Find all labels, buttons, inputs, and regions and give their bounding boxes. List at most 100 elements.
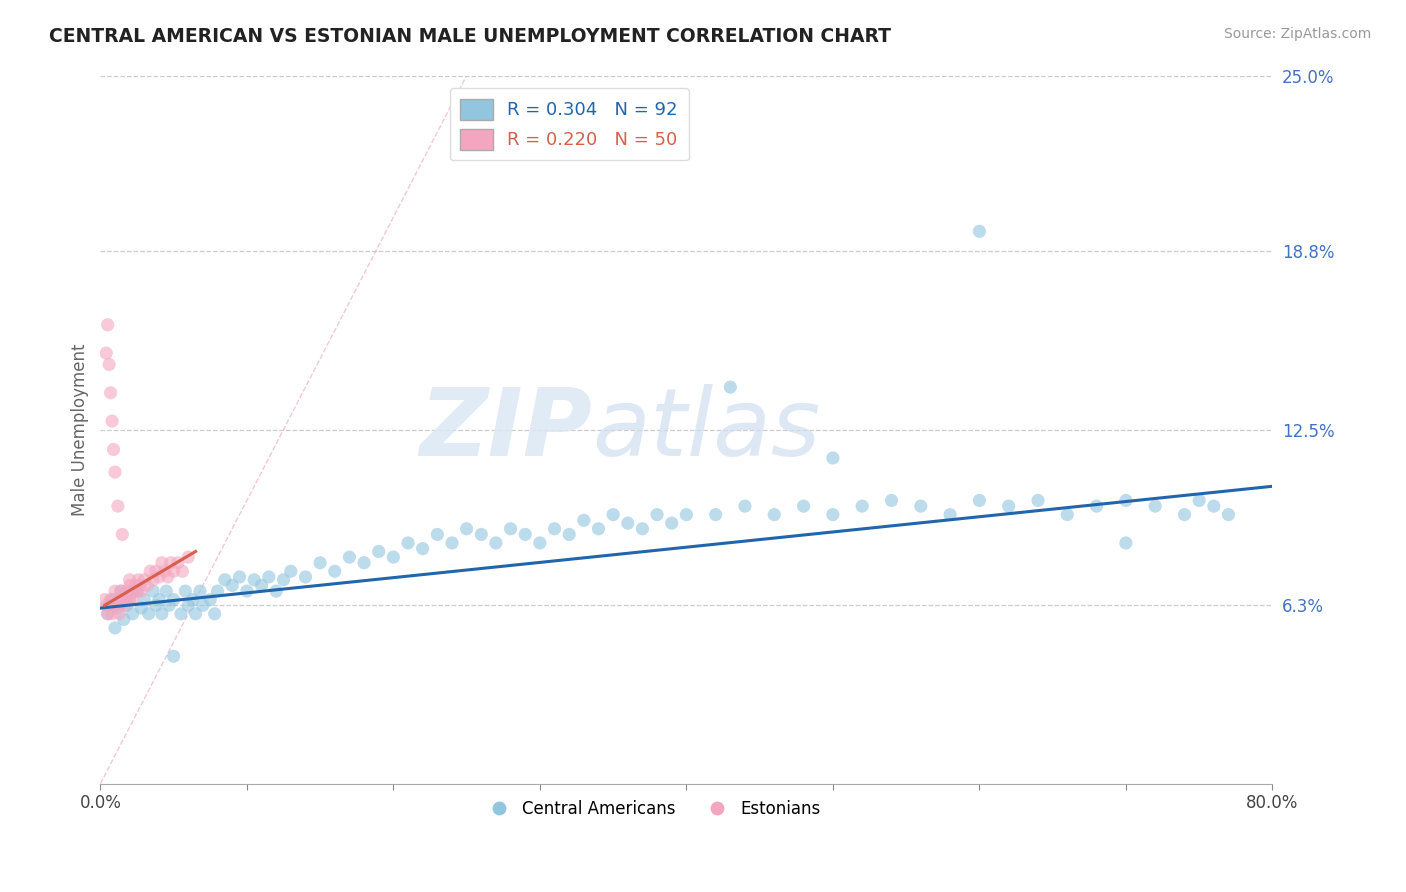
Point [118, 592, 141, 607]
Text: atlas: atlas [592, 384, 821, 475]
Point [122, 584, 145, 599]
Point [214, 573, 236, 587]
Point [177, 599, 200, 613]
Point [108, 607, 131, 621]
Point [104, 621, 127, 635]
Point [250, 578, 273, 592]
Point [127, 573, 149, 587]
Point [156, 570, 179, 584]
Point [129, 578, 152, 592]
Point [145, 599, 167, 613]
Point [1115, 493, 1137, 508]
Point [440, 536, 463, 550]
Point [139, 564, 162, 578]
Point [515, 527, 537, 541]
Point [115, 599, 138, 613]
Point [97, 607, 120, 621]
Point [162, 564, 184, 578]
Point [103, 599, 125, 613]
Point [148, 570, 170, 584]
Point [188, 584, 211, 599]
Point [880, 493, 903, 508]
Point [1188, 493, 1211, 508]
Point [412, 541, 434, 556]
Point [939, 508, 962, 522]
Text: Source: ZipAtlas.com: Source: ZipAtlas.com [1223, 27, 1371, 41]
Point [142, 584, 165, 599]
Point [661, 516, 683, 530]
Point [221, 578, 243, 592]
Point [118, 573, 141, 587]
Point [821, 450, 844, 465]
Point [159, 556, 181, 570]
Point [257, 570, 280, 584]
Y-axis label: Male Unemployment: Male Unemployment [72, 343, 89, 516]
Point [103, 442, 125, 457]
Point [153, 564, 176, 578]
Point [100, 385, 122, 400]
Point [177, 550, 200, 565]
Point [851, 499, 873, 513]
Point [602, 508, 624, 522]
Text: CENTRAL AMERICAN VS ESTONIAN MALE UNEMPLOYMENT CORRELATION CHART: CENTRAL AMERICAN VS ESTONIAN MALE UNEMPL… [49, 27, 891, 45]
Point [150, 556, 173, 570]
Point [107, 599, 129, 613]
Point [100, 592, 122, 607]
Point [118, 578, 141, 592]
Point [243, 573, 266, 587]
Point [104, 465, 127, 479]
Point [105, 592, 128, 607]
Point [162, 649, 184, 664]
Point [93, 592, 115, 607]
Point [456, 522, 478, 536]
Point [112, 599, 135, 613]
Point [172, 564, 194, 578]
Point [763, 508, 786, 522]
Point [148, 592, 170, 607]
Point [910, 499, 932, 513]
Point [969, 493, 991, 508]
Point [675, 508, 697, 522]
Point [280, 564, 302, 578]
Point [969, 224, 991, 238]
Point [117, 592, 139, 607]
Point [138, 607, 160, 621]
Point [529, 536, 551, 550]
Point [204, 607, 226, 621]
Point [1218, 508, 1240, 522]
Point [396, 536, 419, 550]
Point [228, 570, 250, 584]
Point [110, 584, 132, 599]
Point [1144, 499, 1167, 513]
Point [101, 607, 124, 621]
Point [264, 584, 287, 599]
Point [1026, 493, 1049, 508]
Point [543, 522, 565, 536]
Point [294, 570, 316, 584]
Point [96, 599, 118, 613]
Point [174, 584, 197, 599]
Point [718, 380, 741, 394]
Point [499, 522, 522, 536]
Point [1085, 499, 1108, 513]
Point [125, 584, 148, 599]
Point [645, 508, 668, 522]
Point [101, 414, 124, 428]
Point [309, 556, 332, 570]
Point [191, 599, 214, 613]
Point [115, 584, 138, 599]
Point [793, 499, 815, 513]
Point [96, 346, 118, 360]
Point [107, 601, 129, 615]
Point [114, 592, 136, 607]
Point [1056, 508, 1078, 522]
Point [734, 499, 756, 513]
Point [997, 499, 1019, 513]
Point [104, 584, 127, 599]
Point [367, 544, 389, 558]
Point [121, 592, 143, 607]
Point [470, 527, 492, 541]
Point [485, 536, 508, 550]
Point [1202, 499, 1225, 513]
Point [207, 584, 229, 599]
